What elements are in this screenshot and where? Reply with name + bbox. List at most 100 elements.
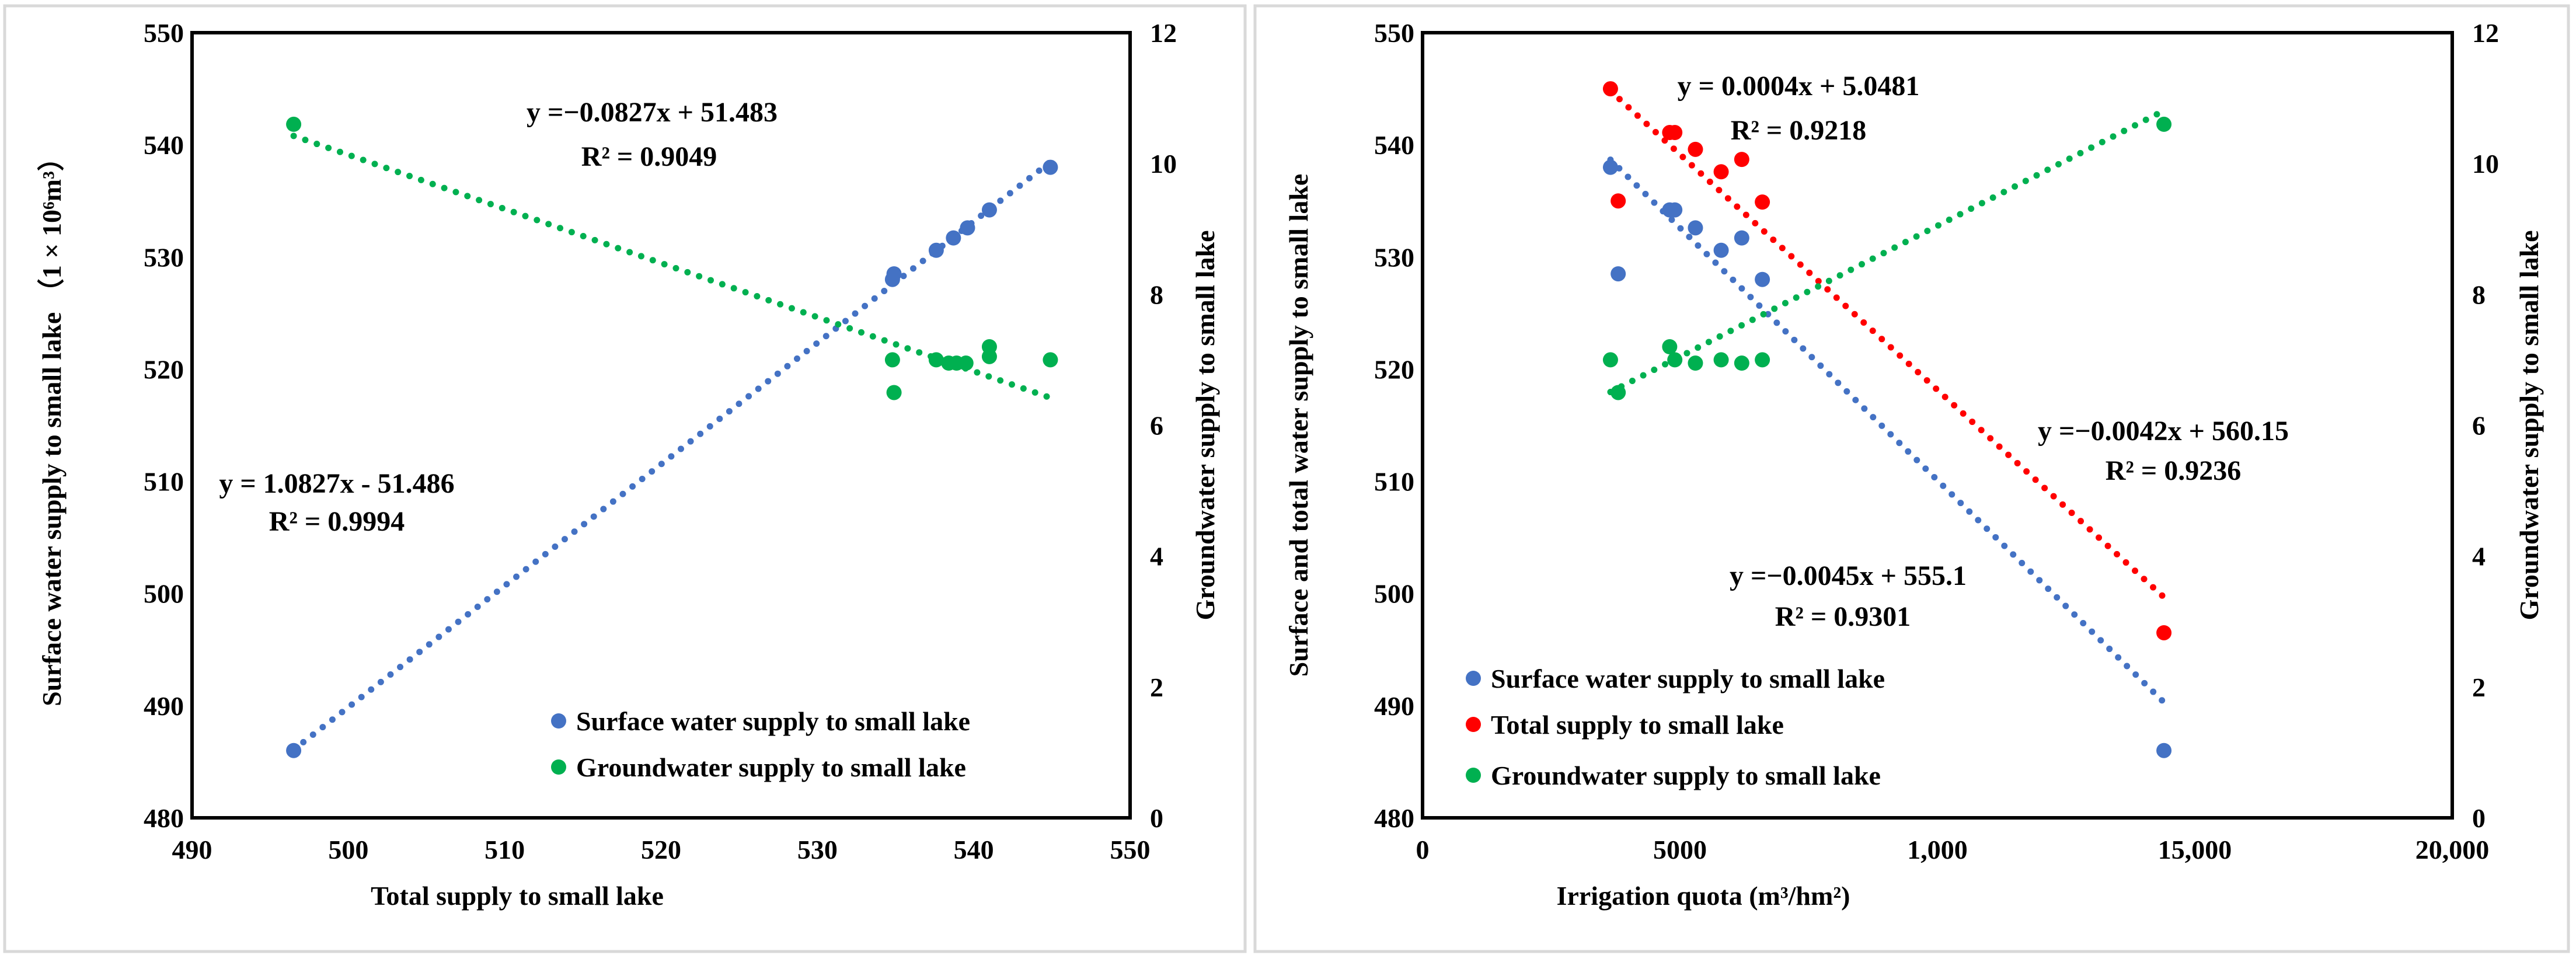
- data-point-total: [1734, 152, 1749, 168]
- data-point-groundwater: [1602, 352, 1618, 368]
- data-point-surface: [1611, 266, 1626, 282]
- y2-tick-label: 10: [2472, 149, 2499, 179]
- legend-marker-groundwater: [551, 759, 566, 775]
- x-tick-label: 500: [328, 835, 368, 865]
- y2-tick-label: 10: [1150, 149, 1177, 179]
- y2-tick-label: 6: [2472, 411, 2486, 441]
- y-tick-label: 490: [1374, 691, 1414, 721]
- x-tick-label: 490: [172, 835, 212, 865]
- data-point-surface: [1688, 220, 1703, 236]
- legend-label: Groundwater supply to small lake: [1491, 761, 1881, 790]
- trend-r-squared: R² = 0.9218: [1731, 115, 1866, 146]
- y2-tick-label: 6: [1150, 411, 1163, 441]
- y-tick-label: 540: [144, 130, 184, 160]
- y2-tick-label: 2: [2472, 672, 2486, 702]
- x-tick-label: 510: [484, 835, 525, 865]
- data-point-groundwater: [1043, 352, 1058, 368]
- data-point-groundwater: [1611, 385, 1626, 400]
- data-point-total: [1755, 194, 1770, 210]
- y-tick-label: 530: [1374, 242, 1414, 272]
- y2-tick-label: 0: [1150, 803, 1163, 833]
- data-point-groundwater: [1755, 352, 1770, 368]
- data-point-total: [2156, 625, 2172, 640]
- x-tick-label: 530: [797, 835, 838, 865]
- data-point-groundwater: [981, 348, 997, 364]
- legend-marker-surface: [1466, 671, 1481, 686]
- trend-equation: y =−0.0042x + 560.15: [2038, 416, 2289, 447]
- legend-marker-total: [1466, 717, 1481, 732]
- data-point-surface: [1755, 271, 1770, 287]
- data-point-surface: [928, 242, 944, 258]
- y2-tick-label: 12: [1150, 18, 1177, 48]
- data-point-surface: [1602, 159, 1618, 175]
- trend-r-squared: R² = 0.9049: [581, 141, 717, 172]
- data-point-surface: [946, 230, 961, 246]
- data-point-surface: [1734, 230, 1749, 246]
- x-tick-label: 540: [954, 835, 994, 865]
- y-tick-label: 540: [1374, 130, 1414, 160]
- data-point-surface: [1713, 242, 1729, 258]
- trendline-groundwater: [290, 133, 1054, 401]
- y-tick-label: 550: [1374, 18, 1414, 48]
- x-tick-label: 1,000: [1907, 835, 1968, 865]
- x-tick-label: 15,000: [2158, 835, 2232, 865]
- trend-r-squared: R² = 0.9301: [1775, 601, 1911, 632]
- data-point-surface: [286, 743, 302, 758]
- trendline-total: [1607, 88, 2167, 601]
- plot-area-border: [1421, 31, 2454, 820]
- y-tick-label: 550: [144, 18, 184, 48]
- plot-area-border: [190, 31, 1132, 820]
- data-point-groundwater: [1734, 355, 1749, 371]
- trendline-groundwater: [1607, 107, 2167, 396]
- y-tick-label: 510: [1374, 467, 1414, 497]
- trend-equation: y =−0.0045x + 555.1: [1730, 560, 1967, 591]
- trend-equation: y = 0.0004x + 5.0481: [1678, 71, 1920, 102]
- y2-tick-label: 8: [2472, 280, 2486, 309]
- data-point-surface: [1043, 159, 1058, 175]
- y-tick-label: 500: [144, 579, 184, 609]
- y2-axis-title: Groundwater supply to small lake: [1190, 231, 1220, 621]
- data-point-groundwater: [1667, 352, 1683, 368]
- trend-r-squared: R² = 0.9236: [2106, 455, 2241, 486]
- left-panel-frame: [3, 4, 1247, 953]
- legend-marker-surface: [551, 713, 566, 729]
- y-tick-label: 510: [144, 467, 184, 497]
- right-chart: 480 490 500 510 520 530 540 550 0 2 4 6 8 10 12 0 5000 1,…: [1284, 18, 2544, 911]
- y-tick-label: 520: [1374, 354, 1414, 384]
- y-tick-label: 530: [144, 242, 184, 272]
- y-tick-label: 480: [144, 803, 184, 833]
- trend-equation: y = 1.0827x - 51.486: [219, 468, 454, 499]
- y2-tick-label: 8: [1150, 280, 1163, 309]
- data-point-surface: [981, 202, 997, 218]
- data-point-groundwater: [1713, 352, 1729, 368]
- data-point-total: [1713, 164, 1729, 180]
- data-point-groundwater: [1662, 339, 1678, 354]
- data-point-groundwater: [1688, 355, 1703, 371]
- y-tick-label: 520: [144, 354, 184, 384]
- data-point-surface: [886, 266, 902, 282]
- legend-label: Surface water supply to small lake: [576, 706, 970, 736]
- data-point-surface: [1667, 202, 1683, 218]
- x-axis-title: Irrigation quota (m³/hm²): [1557, 881, 1850, 911]
- data-point-total: [1611, 193, 1626, 209]
- y-axis-title: Surface water supply to small lake （1 × …: [37, 144, 67, 706]
- x-tick-label: 20,000: [2415, 835, 2490, 865]
- legend-label: Groundwater supply to small lake: [576, 752, 966, 782]
- data-point-groundwater: [2156, 116, 2172, 132]
- y-tick-label: 500: [1374, 579, 1414, 609]
- x-tick-label: 520: [641, 835, 681, 865]
- trend-equation: y =−0.0827x + 51.483: [527, 97, 778, 128]
- x-tick-label: 550: [1110, 835, 1151, 865]
- data-point-groundwater: [928, 352, 944, 368]
- data-point-groundwater: [958, 355, 974, 371]
- legend-label: Surface water supply to small lake: [1491, 664, 1885, 693]
- data-point-groundwater: [884, 352, 900, 368]
- y-tick-label: 490: [144, 691, 184, 721]
- trend-r-squared: R² = 0.9994: [269, 506, 405, 537]
- data-point-total: [1688, 141, 1703, 157]
- y2-tick-label: 4: [2472, 542, 2486, 571]
- trendline-surface: [290, 158, 1054, 753]
- y2-axis-title: Groundwater supply to small lake: [2514, 231, 2544, 621]
